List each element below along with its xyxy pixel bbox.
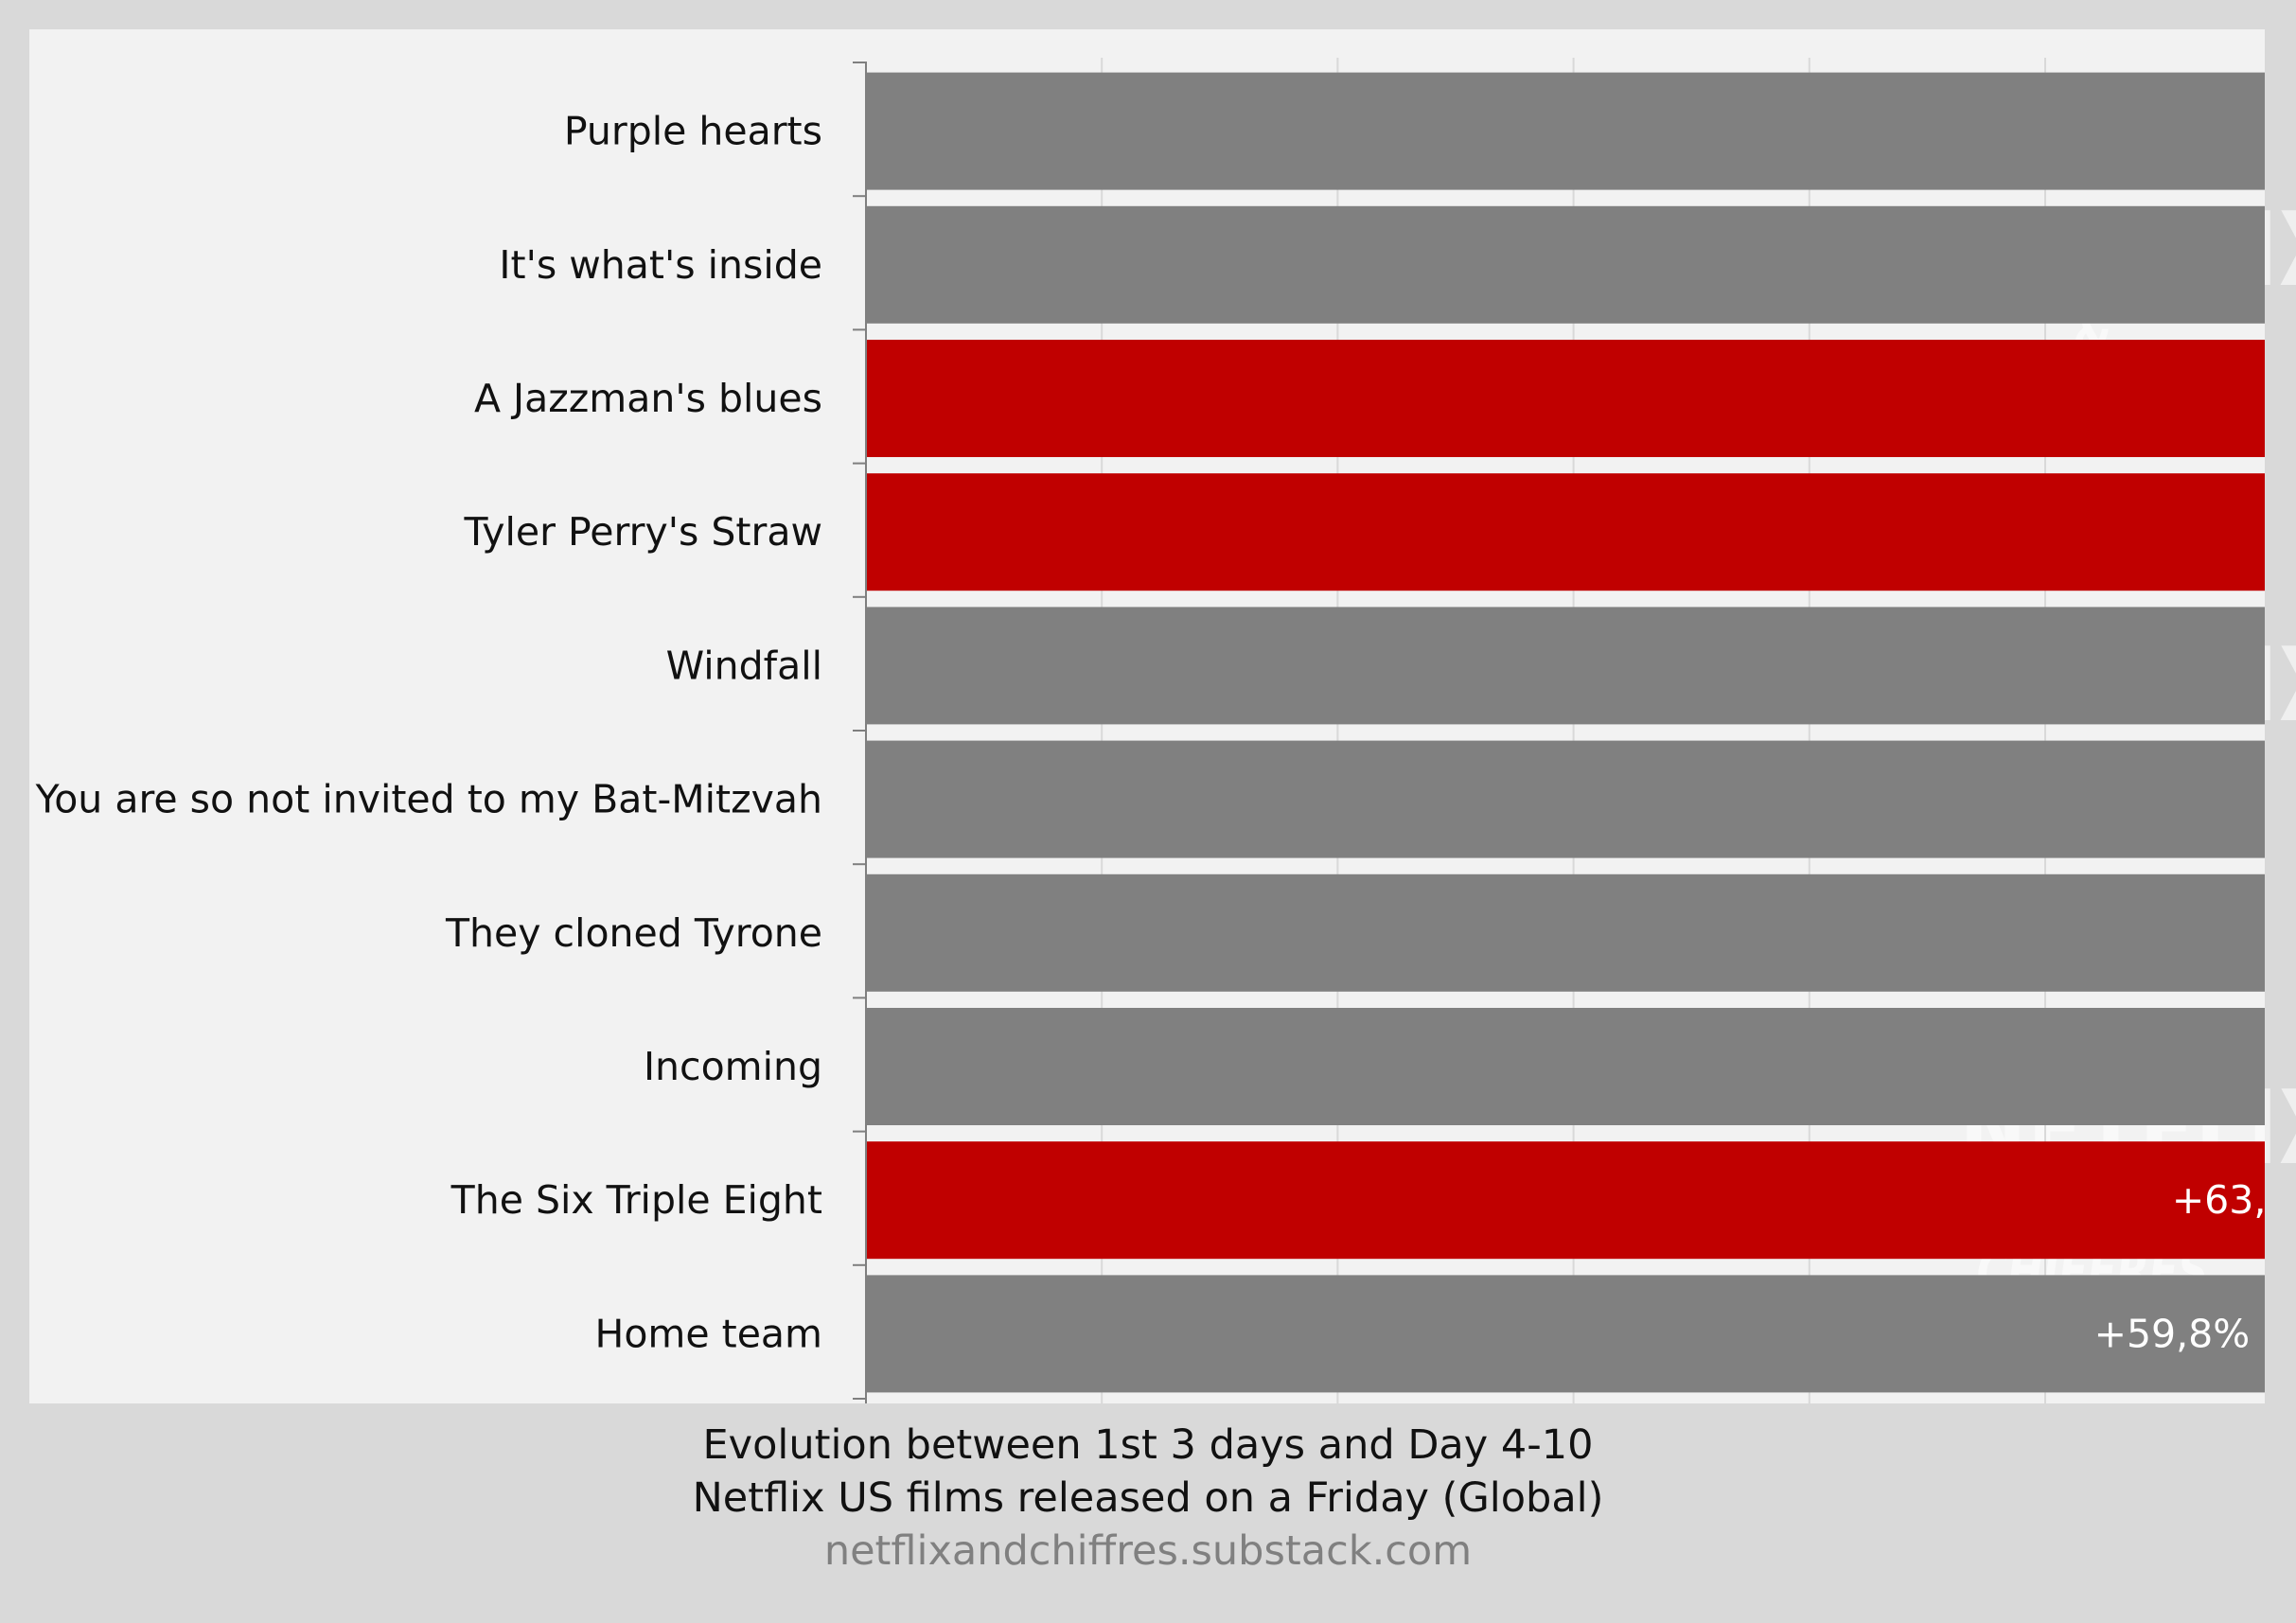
category-tick-label: The Six Triple Eight [450, 1177, 822, 1223]
bar-chart: +112,7%Purple hearts+106,9%It's what's i… [35, 58, 2265, 1403]
bar [867, 873, 2265, 992]
bar [867, 340, 2265, 457]
data-label: +59,8% [2094, 1311, 2251, 1356]
bar [867, 1141, 2265, 1260]
chart-source-url: netflixandchiffres.substack.com [823, 1527, 1473, 1575]
chart-caption-title: Evolution between 1st 3 days and Day 4-1… [702, 1421, 1594, 1469]
bar [867, 1275, 2265, 1393]
y-axis [853, 62, 867, 1403]
category-tick-label: It's what's inside [499, 242, 822, 288]
data-label: +63,1% [2172, 1177, 2265, 1223]
category-tick-label: Home team [595, 1311, 822, 1356]
bar [867, 72, 2265, 190]
category-tick-label: Purple hearts [564, 109, 822, 154]
bar [867, 1008, 2265, 1125]
bar [867, 205, 2265, 324]
category-tick-label: Windfall [666, 643, 822, 688]
category-tick-label: A Jazzman's blues [474, 376, 822, 421]
bar [867, 740, 2265, 858]
category-tick-label: They cloned Tyrone [445, 910, 822, 956]
category-tick-label: Tyler Perry's Straw [464, 509, 822, 555]
category-tick-label: You are so not invited to my Bat-Mitzvah [35, 777, 822, 822]
plot-area: NETFLIX & CHIFFRES NETFLIX & CHIFFRES NE… [29, 29, 2296, 1403]
category-tick-label: Incoming [644, 1044, 822, 1089]
chart-caption-subtitle: Netflix US films released on a Friday (G… [692, 1474, 1604, 1522]
bar [867, 473, 2265, 591]
bar [867, 607, 2265, 725]
